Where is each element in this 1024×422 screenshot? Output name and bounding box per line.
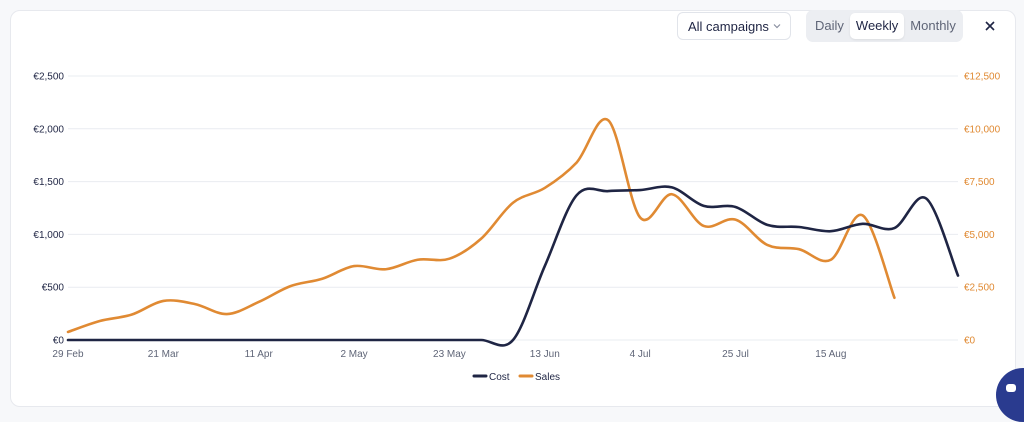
y-left-tick-label: €1,000 — [33, 230, 64, 241]
period-daily-button[interactable]: Daily — [815, 18, 844, 33]
series-line-cost — [66, 185, 960, 347]
x-tick-label: 2 May — [340, 349, 367, 360]
x-tick-label: 4 Jul — [630, 349, 651, 360]
x-tick-label: 23 May — [433, 349, 466, 360]
campaign-select-label: All campaigns — [688, 18, 769, 34]
y-left-tick-label: €0 — [53, 336, 65, 347]
series-line-sales — [66, 117, 896, 334]
y-left-tick-label: €2,000 — [33, 124, 64, 135]
campaign-select[interactable]: All campaigns — [677, 12, 791, 40]
period-monthly-button[interactable]: Monthly — [910, 18, 956, 33]
chat-icon — [1006, 384, 1016, 392]
period-weekly-button[interactable]: Weekly — [849, 13, 905, 39]
period-toggle: Daily Weekly Monthly — [806, 10, 963, 42]
y-right-tick-label: €12,500 — [964, 72, 1001, 83]
x-tick-label: 11 Apr — [245, 349, 274, 360]
y-left-tick-label: €2,500 — [33, 72, 64, 83]
y-right-tick-label: €5,000 — [964, 230, 995, 241]
sales-cost-chart: €0 €0 €500 €2,500 €1,000 €5,000 €1,500 €7,500 €2… — [33, 72, 1001, 384]
close-button[interactable] — [980, 16, 1000, 36]
x-tick-label: 13 Jun — [530, 349, 560, 360]
legend-label-cost: Cost — [489, 372, 510, 383]
x-tick-label: 29 Feb — [52, 349, 84, 360]
y-left-tick-label: €1,500 — [33, 177, 64, 188]
x-tick-label: 15 Aug — [815, 349, 846, 360]
legend-label-sales: Sales — [535, 372, 560, 383]
x-tick-label: 25 Jul — [722, 349, 749, 360]
y-right-tick-label: €10,000 — [964, 124, 1001, 135]
y-right-tick-label: €2,500 — [964, 283, 995, 294]
y-right-tick-label: €0 — [964, 336, 976, 347]
chevron-down-icon — [773, 24, 781, 29]
x-tick-label: 21 Mar — [148, 349, 180, 360]
y-left-tick-label: €500 — [42, 283, 65, 294]
close-icon — [985, 21, 995, 31]
y-right-tick-label: €7,500 — [964, 177, 995, 188]
